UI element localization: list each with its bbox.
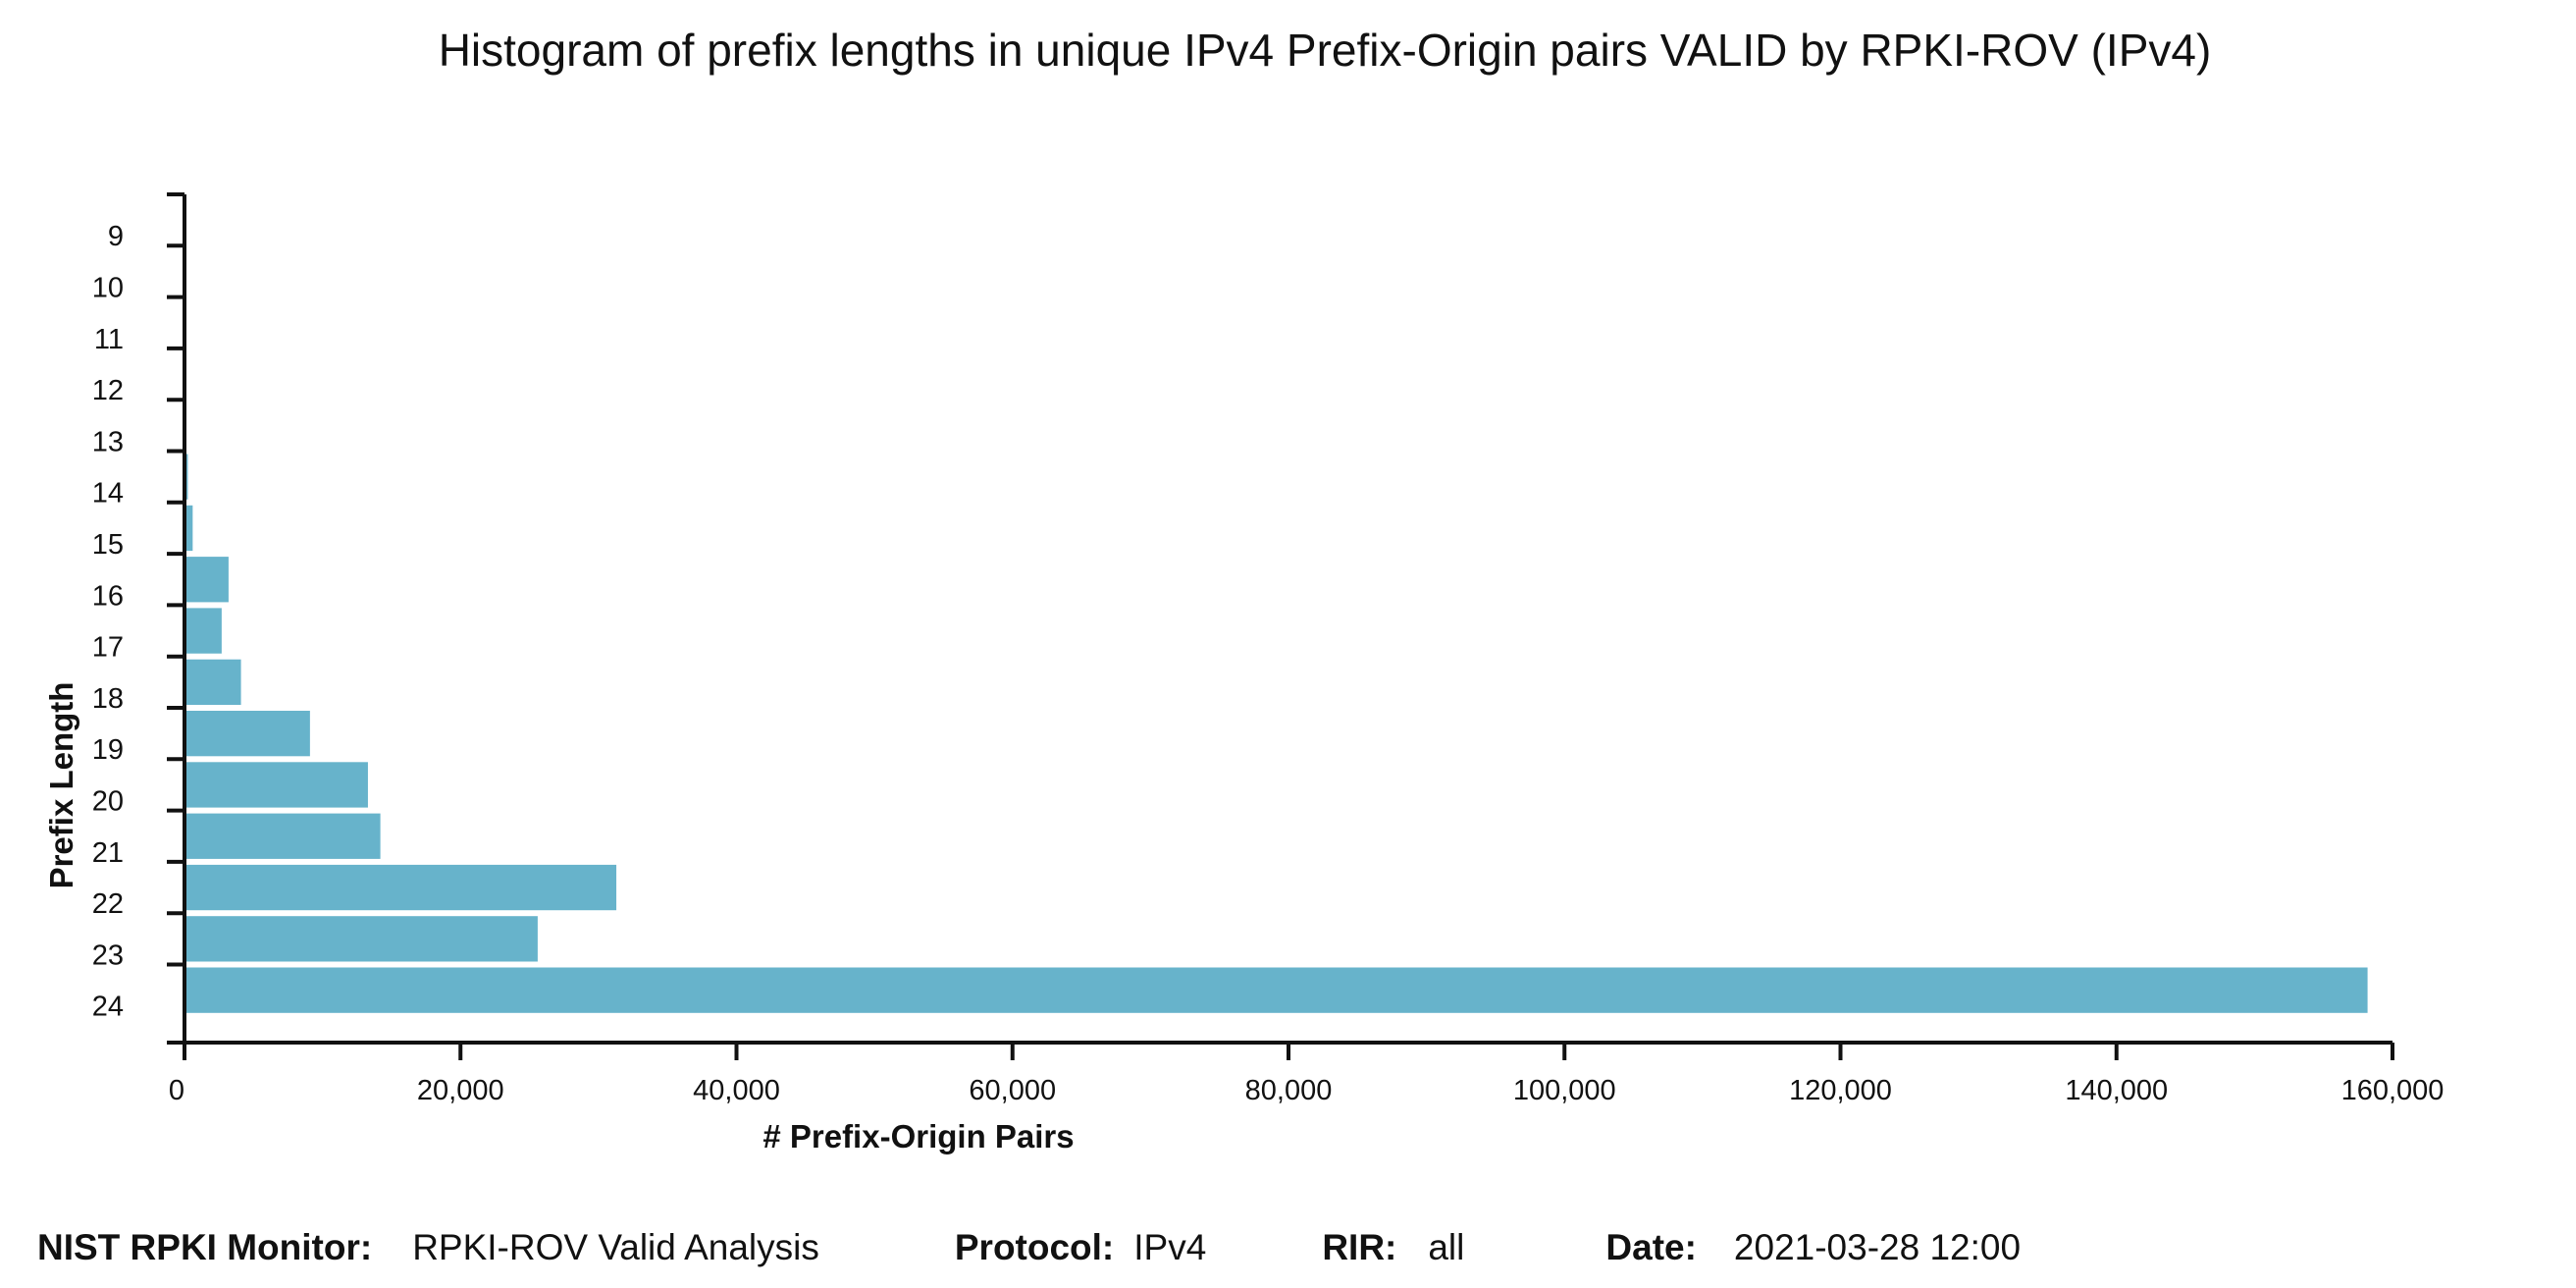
y-axis-ticks: 9 10 11 12 13 14 15 16 17 18 19 20 21 22 23 24 [92,192,184,1045]
x-axis-ticks: 0 20,000 40,000 60,000 80,000 100,000 120,000 1… [169,1043,2445,1106]
bar-prefix-16 [183,554,232,606]
footer-date-value: 2021-03-28 12:00 [1733,1227,2022,1267]
bars-group [183,245,2371,1016]
x-tick-label-160000: 160,000 [2341,1075,2445,1106]
bar-prefix-22 [183,861,620,914]
bar-prefix-21 [183,810,384,862]
y-tick-label-24: 24 [92,992,124,1023]
footer-rir-value: all [1428,1227,1465,1267]
x-tick-label-100000: 100,000 [1513,1075,1616,1106]
y-axis-title: Prefix Length [43,682,79,889]
x-tick-label-40000: 40,000 [693,1075,780,1106]
x-tick-label-0: 0 [169,1075,184,1106]
bar-prefix-24 [183,964,2371,1016]
footer-protocol-key: Protocol: [954,1227,1115,1267]
y-tick-label-21: 21 [92,837,124,869]
y-tick-label-14: 14 [92,478,124,510]
footer-info: NIST RPKI Monitor: RPKI-ROV Valid Analys… [37,1227,2021,1274]
y-tick-label-13: 13 [92,426,124,457]
x-axis-title: # Prefix-Origin Pairs [762,1118,1074,1154]
y-tick-label-19: 19 [92,734,124,766]
chart-title: Histogram of prefix lengths in unique IP… [439,25,2212,76]
bar-prefix-17 [183,605,225,657]
footer-rir-key: RIR: [1322,1227,1397,1267]
footer-protocol-value: IPv4 [1133,1227,1207,1267]
bar-prefix-20 [183,759,371,811]
y-tick-label-20: 20 [92,785,124,817]
x-tick-label-80000: 80,000 [1245,1075,1333,1106]
x-tick-label-140000: 140,000 [2065,1075,2168,1106]
y-tick-label-10: 10 [92,272,124,303]
footer-date-key: Date: [1605,1227,1697,1267]
y-tick-label-9: 9 [108,221,124,252]
y-tick-label-23: 23 [92,939,124,971]
y-tick-label-15: 15 [92,529,124,561]
y-tick-label-11: 11 [94,324,124,355]
x-tick-label-20000: 20,000 [417,1075,504,1106]
y-tick-label-16: 16 [92,580,124,612]
footer-monitor-value: RPKI-ROV Valid Analysis [412,1227,819,1267]
y-tick-label-22: 22 [92,888,124,920]
y-tick-label-17: 17 [92,632,124,664]
x-tick-label-120000: 120,000 [1789,1075,1892,1106]
footer-monitor-key: NIST RPKI Monitor: [37,1227,373,1267]
x-tick-label-60000: 60,000 [969,1075,1056,1106]
bar-prefix-23 [183,913,541,965]
bar-prefix-19 [183,708,313,760]
y-tick-label-18: 18 [92,683,124,715]
bar-prefix-18 [183,656,244,709]
y-tick-label-12: 12 [92,375,124,406]
